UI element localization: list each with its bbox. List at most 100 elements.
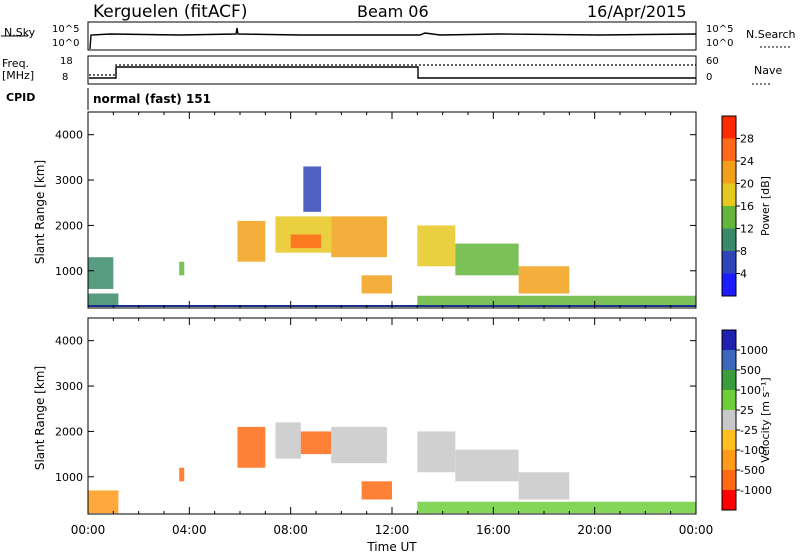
nsky-top-tick: 10^5 — [52, 24, 79, 35]
x-tick-label: 04:00 — [172, 523, 207, 537]
power-region-9 — [417, 225, 456, 267]
x-tick-label: 12:00 — [375, 523, 410, 537]
velocity-colorbar-tick-label: -100 — [740, 444, 765, 457]
power-region-10 — [455, 243, 519, 276]
y-tick-label: 2000 — [55, 219, 83, 232]
power-region-12 — [417, 295, 696, 308]
velocity-region-6 — [361, 481, 392, 500]
nave-top-tick: 60 — [706, 56, 719, 67]
power-panel: 1000 2000 3000 4000 Slant Range [km] — [33, 111, 697, 309]
power-x-ticks — [87, 112, 697, 308]
time-axis-label: Time UT — [366, 540, 417, 554]
power-colorbar-label: Power [dB] — [759, 176, 772, 236]
y-tick-label: 1000 — [55, 471, 83, 484]
velocity-region-1 — [179, 467, 185, 482]
power-region-6 — [331, 216, 387, 258]
velocity-region-0 — [88, 490, 119, 514]
freq-top-tick: 18 — [60, 56, 73, 67]
power-colorbar-tick-label: 20 — [740, 178, 754, 191]
y-tick-label: 3000 — [55, 174, 83, 187]
freq-bottom-tick: 8 — [62, 72, 68, 83]
power-colorbar-swatch — [722, 161, 736, 184]
power-colorbar-swatch — [722, 273, 736, 296]
velocity-colorbar-swatch — [722, 430, 736, 450]
freq-label: Freq. — [2, 57, 29, 70]
nave-label: Nave — [754, 64, 782, 77]
x-tick-label: 00:00 — [71, 523, 106, 537]
station-title: Kerguelen (fitACF) — [93, 2, 247, 22]
velocity-colorbar-tick-label: -1000 — [740, 484, 772, 497]
velocity-colorbar-tick-label: 1000 — [740, 344, 768, 357]
velocity-y-ticks: 1000 2000 3000 4000 — [55, 335, 696, 484]
freq-panel-frame — [87, 55, 697, 85]
power-region-3 — [237, 220, 266, 262]
power-region-5 — [290, 234, 322, 249]
nsearch-bottom-tick: 10^0 — [706, 38, 733, 49]
power-region-0 — [88, 257, 114, 289]
freq-trace — [89, 66, 696, 79]
velocity-colorbar-swatch — [722, 370, 736, 390]
velocity-region-5 — [331, 426, 387, 464]
power-colorbar-tick-label: 28 — [740, 133, 754, 146]
power-ylabel: Slant Range [km] — [33, 160, 47, 264]
nave-bottom-tick: 0 — [706, 72, 712, 83]
cpid-label: CPID — [6, 91, 35, 104]
velocity-colorbar-tick-label: -500 — [740, 464, 765, 477]
velocity-ylabel: Slant Range [km] — [33, 366, 47, 470]
power-colorbar-tick-label: 4 — [740, 268, 747, 281]
velocity-colorbar-frame — [721, 329, 737, 511]
nave-trace — [89, 64, 696, 76]
power-region-1 — [88, 293, 119, 308]
nsearch-label: N.Search — [746, 28, 796, 41]
power-y-ticks: 1000 2000 3000 4000 — [55, 129, 696, 278]
power-colorbar-tick-label: 12 — [740, 223, 754, 236]
velocity-region-2 — [237, 426, 266, 468]
velocity-region-9 — [518, 472, 570, 500]
power-colorbar-swatch — [722, 228, 736, 251]
velocity-colorbar-tick-label: 500 — [740, 364, 761, 377]
cpid-mode: normal (fast) 151 — [93, 92, 211, 106]
power-region-7 — [303, 166, 322, 212]
velocity-region-10 — [417, 501, 696, 514]
y-tick-label: 2000 — [55, 425, 83, 438]
y-tick-label: 4000 — [55, 335, 83, 348]
velocity-data-cells — [88, 422, 696, 514]
power-colorbar-swatch — [722, 251, 736, 274]
y-tick-label: 1000 — [55, 265, 83, 278]
velocity-region-4 — [300, 431, 332, 455]
nsearch-top-tick: 10^5 — [706, 24, 733, 35]
freq-unit: [MHz] — [2, 69, 34, 82]
velocity-region-3 — [275, 422, 301, 459]
velocity-colorbar-label: Velocity [m s⁻¹] — [759, 377, 772, 462]
power-colorbar-tick-label: 16 — [740, 200, 754, 213]
power-region-2 — [179, 261, 185, 276]
beam-title: Beam 06 — [357, 2, 429, 21]
nsky-bottom-tick: 10^0 — [52, 38, 79, 49]
velocity-panel: 1000 2000 3000 4000 00:00 04:00 08:00 12:00 16:… — [33, 317, 714, 554]
power-colorbar-swatch — [722, 138, 736, 161]
velocity-colorbar-swatch — [722, 350, 736, 370]
x-tick-label: 08:00 — [273, 523, 308, 537]
y-tick-label: 4000 — [55, 129, 83, 142]
x-tick-label: 00:00 — [679, 523, 714, 537]
velocity-colorbar-tick-label: 25 — [740, 404, 754, 417]
power-colorbar-swatch — [722, 183, 736, 206]
x-tick-label: 16:00 — [476, 523, 511, 537]
velocity-colorbar: -1000 -500 -100 -25 25 100 500 1000 Velocity [m… — [721, 329, 772, 511]
power-colorbar-tick-label: 8 — [740, 245, 747, 258]
velocity-colorbar-swatch — [722, 450, 736, 470]
nsky-panel-frame — [87, 21, 697, 51]
velocity-colorbar-swatch — [722, 410, 736, 430]
velocity-x-ticks: 00:00 04:00 08:00 12:00 16:00 20:00 00:00 — [71, 318, 714, 537]
power-data-cells — [88, 166, 696, 308]
power-colorbar: 4 8 12 16 20 24 28 Power [dB] — [721, 115, 772, 297]
velocity-colorbar-tick-label: 100 — [740, 384, 761, 397]
nsky-trace — [89, 27, 697, 50]
y-tick-label: 3000 — [55, 380, 83, 393]
velocity-region-7 — [417, 431, 456, 473]
power-region-8 — [361, 275, 392, 294]
velocity-region-8 — [455, 449, 519, 482]
velocity-colorbar-tick-label: -25 — [740, 424, 758, 437]
velocity-colorbar-swatch — [722, 490, 736, 510]
